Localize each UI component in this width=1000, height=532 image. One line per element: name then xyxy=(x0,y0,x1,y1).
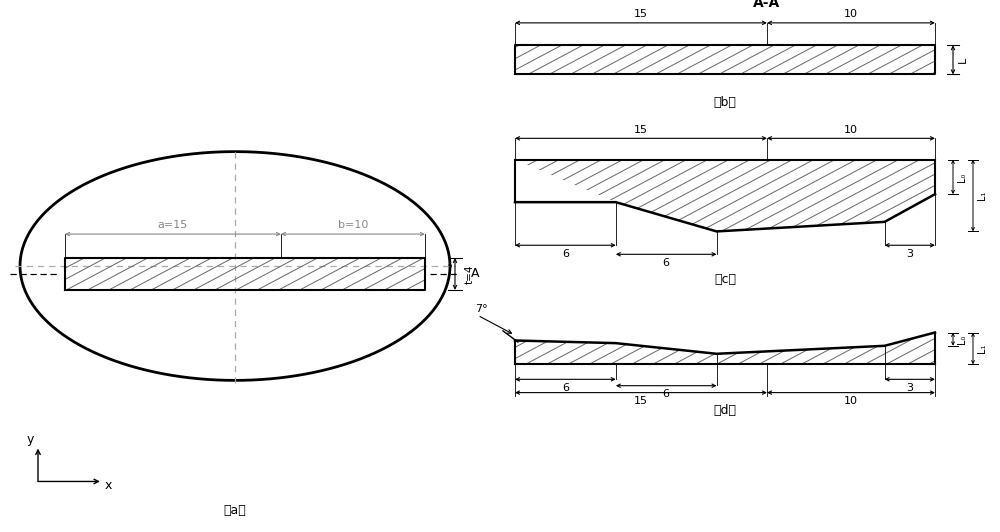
Text: L₁: L₁ xyxy=(977,191,987,200)
Text: （c）: （c） xyxy=(714,273,736,286)
Text: 6: 6 xyxy=(663,258,670,268)
Text: A-A: A-A xyxy=(753,0,781,10)
Text: b=10: b=10 xyxy=(338,220,368,230)
Text: t=4: t=4 xyxy=(465,264,475,284)
Text: （b）: （b） xyxy=(714,96,736,109)
Text: 6: 6 xyxy=(663,389,670,400)
Text: y: y xyxy=(26,433,34,446)
Text: 15: 15 xyxy=(634,124,648,135)
Text: 15: 15 xyxy=(634,9,648,19)
Text: 6: 6 xyxy=(562,383,569,393)
Text: a=15: a=15 xyxy=(158,220,188,230)
Text: 10: 10 xyxy=(844,9,858,19)
Text: （a）: （a） xyxy=(224,504,246,517)
Text: 3: 3 xyxy=(906,383,913,393)
Text: 6: 6 xyxy=(562,249,569,259)
Text: L: L xyxy=(958,57,968,63)
Text: L₀: L₀ xyxy=(957,172,967,181)
Text: 10: 10 xyxy=(844,124,858,135)
Text: （d）: （d） xyxy=(714,404,737,417)
Text: x: x xyxy=(105,479,112,492)
Text: 3: 3 xyxy=(906,249,913,259)
Text: 7°: 7° xyxy=(475,304,488,314)
Text: 15: 15 xyxy=(634,396,648,406)
Text: L₀: L₀ xyxy=(957,335,967,344)
Text: A: A xyxy=(471,268,479,280)
Text: 10: 10 xyxy=(844,396,858,406)
Text: L₁: L₁ xyxy=(977,344,987,353)
